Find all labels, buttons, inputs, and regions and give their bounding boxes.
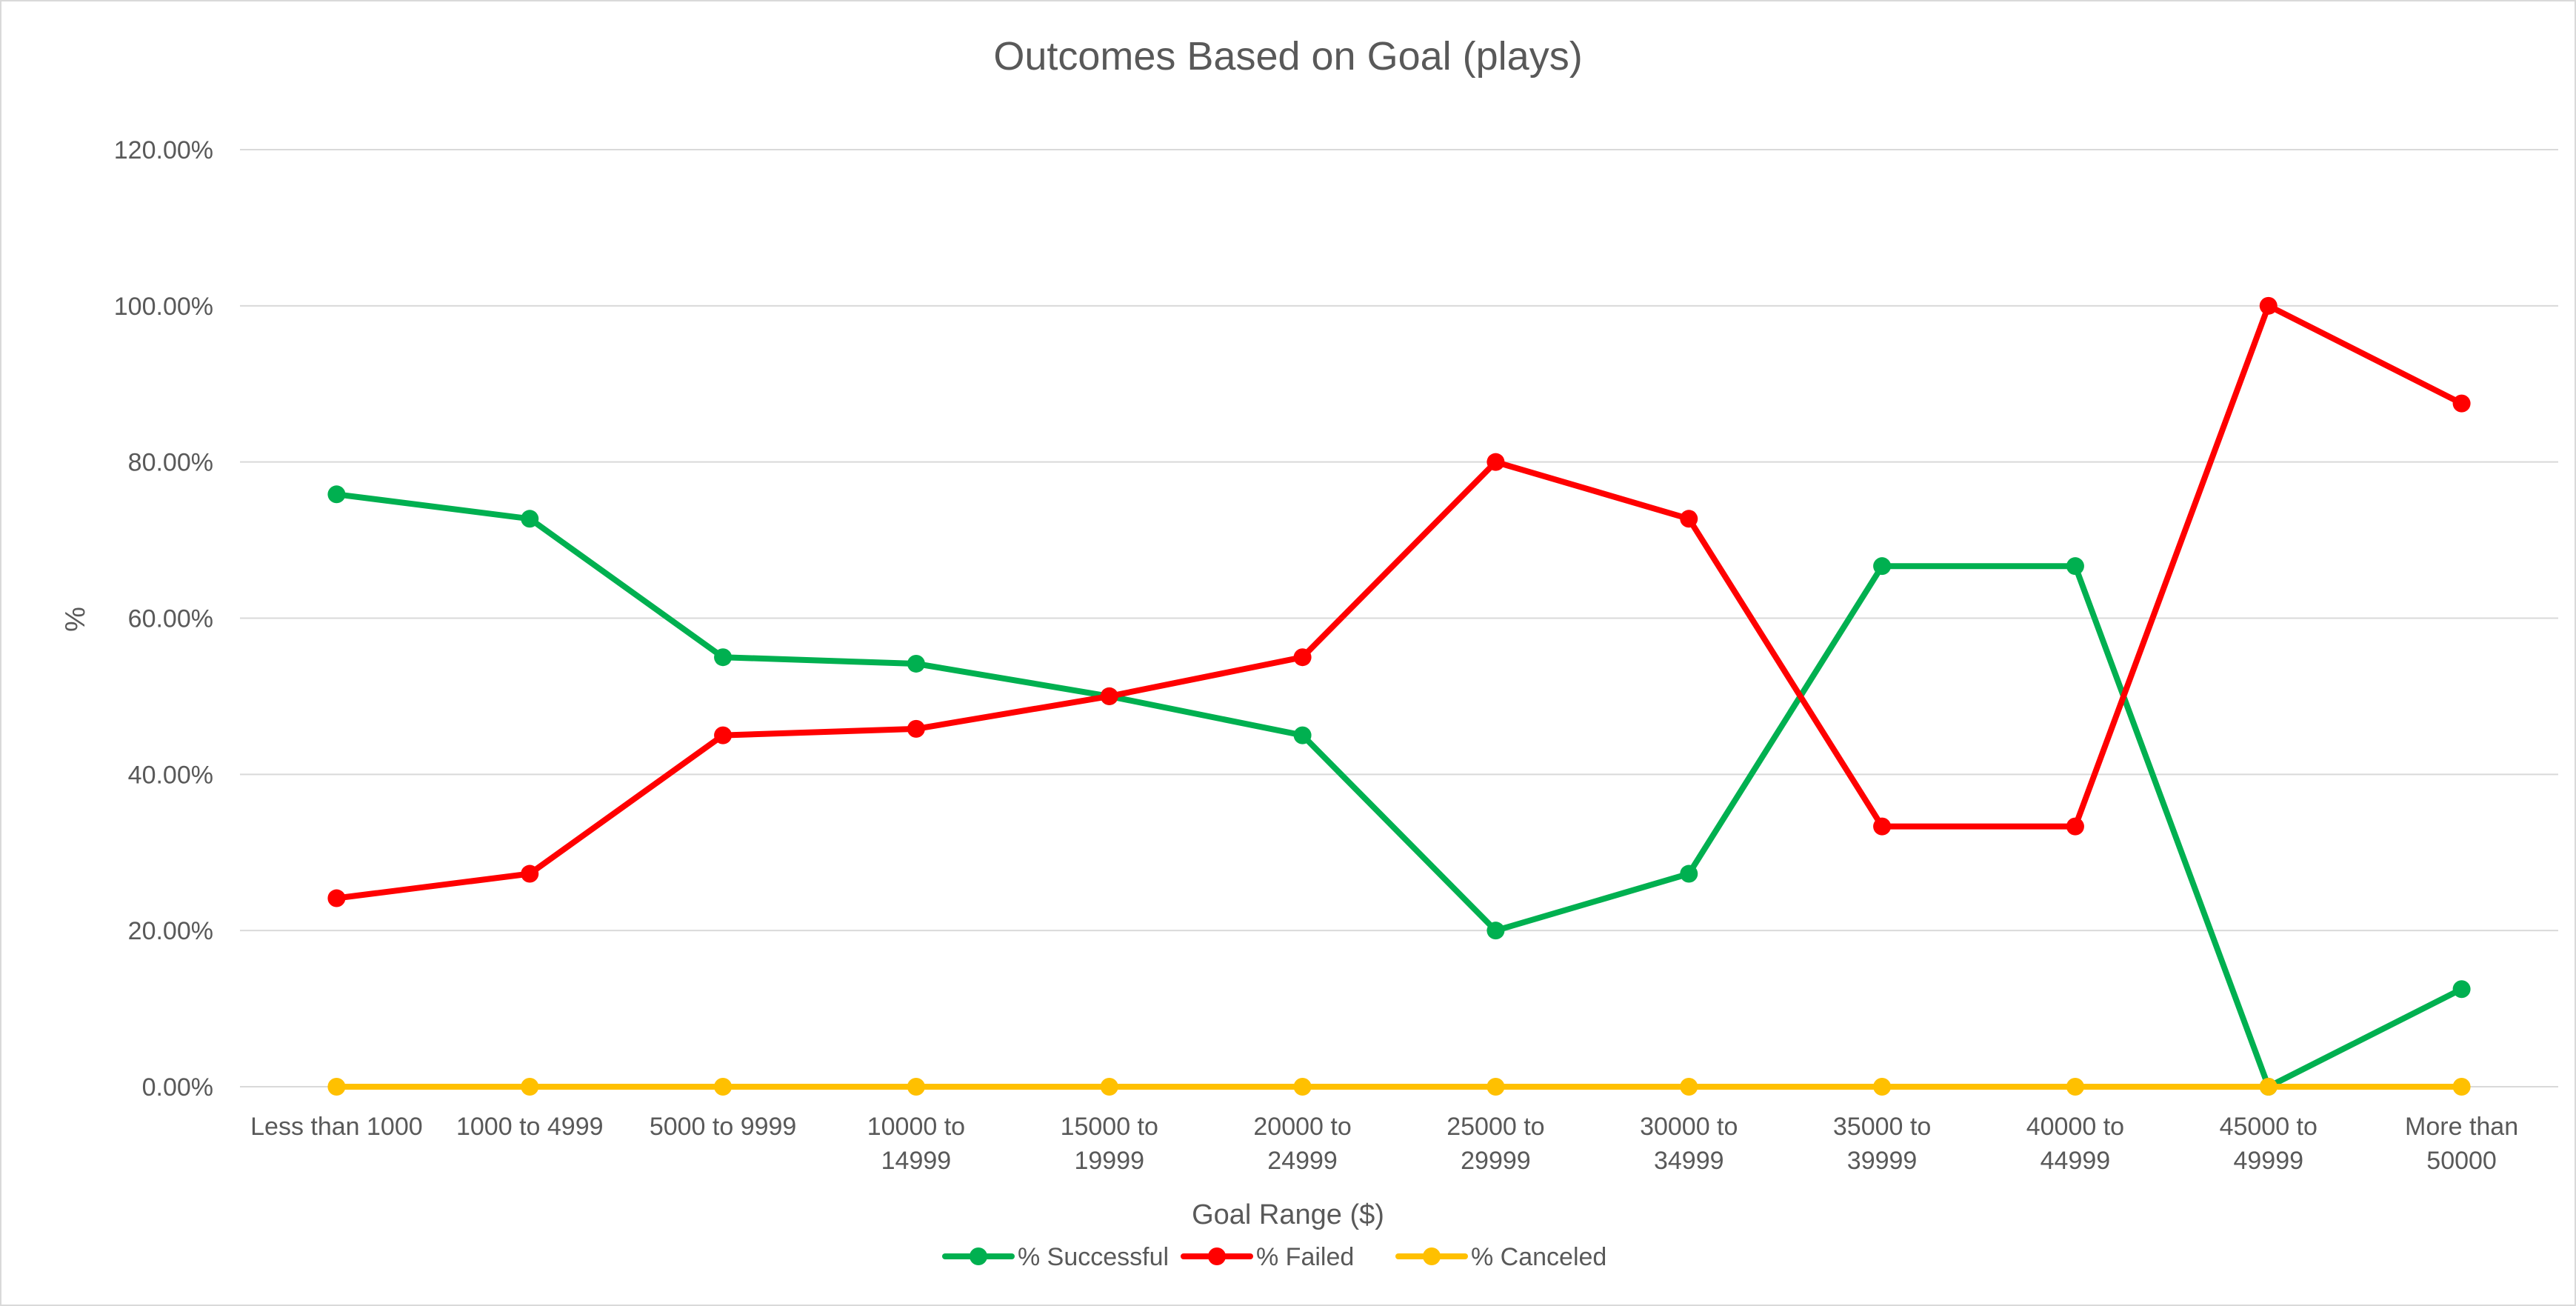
data-point-canceled [714, 1078, 733, 1096]
x-tick-label: 35000 to 39999 [1833, 1113, 1931, 1175]
y-tick-label: 120.00% [114, 136, 213, 164]
data-point-successful [327, 485, 346, 504]
data-point-failed [1293, 648, 1312, 667]
data-point-canceled [521, 1078, 539, 1096]
x-tick-label: 5000 to 9999 [650, 1113, 797, 1141]
data-point-canceled [2259, 1078, 2278, 1096]
legend-item-failed: % Failed [1181, 1243, 1354, 1271]
x-tick-label: 45000 to 49999 [2220, 1113, 2318, 1175]
data-point-failed [2259, 296, 2278, 315]
x-tick-label: More than 50000 [2405, 1113, 2518, 1175]
data-point-successful [2452, 980, 2471, 999]
gridlines [240, 149, 2558, 1087]
y-tick-label: 20.00% [128, 917, 213, 945]
legend-swatch-marker [970, 1247, 987, 1265]
x-axis-ticks: Less than 1000 1000 to 4999 5000 to 9999 10… [250, 1113, 2518, 1175]
data-point-canceled [1486, 1078, 1505, 1096]
x-tick-label: 20000 to 24999 [1253, 1113, 1351, 1175]
data-point-failed [2066, 817, 2084, 836]
y-tick-label: 40.00% [128, 761, 213, 789]
data-point-failed [714, 726, 733, 744]
series-successful [327, 485, 2471, 1096]
y-tick-label: 0.00% [142, 1073, 213, 1102]
x-tick-label: 40000 to 44999 [2026, 1113, 2124, 1175]
y-tick-label: 100.00% [114, 293, 213, 321]
data-point-failed [1680, 510, 1698, 528]
data-point-successful [2066, 557, 2084, 576]
data-point-failed [1486, 453, 1505, 471]
data-point-canceled [1873, 1078, 1892, 1096]
series-line-failed [333, 302, 2465, 902]
data-point-canceled [907, 1078, 925, 1096]
x-tick-label: 1000 to 4999 [456, 1113, 604, 1141]
data-point-failed [521, 864, 539, 883]
x-axis-title: Goal Range ($) [1192, 1199, 1384, 1230]
legend: % Successful % Failed % Canceled [942, 1243, 1606, 1271]
data-point-canceled [327, 1078, 346, 1096]
legend-swatch-marker [1423, 1247, 1441, 1265]
y-tick-label: 80.00% [128, 449, 213, 477]
series-failed [327, 296, 2471, 907]
data-point-canceled [1100, 1078, 1118, 1096]
x-tick-label: Less than 1000 [250, 1113, 423, 1141]
x-tick-label: 25000 to 29999 [1447, 1113, 1544, 1175]
data-point-successful [907, 654, 925, 673]
data-point-canceled [1680, 1078, 1698, 1096]
data-point-canceled [1293, 1078, 1312, 1096]
data-point-failed [327, 889, 346, 907]
x-tick-label: 10000 to 14999 [867, 1113, 965, 1175]
y-axis-ticks: 0.00% 20.00% 40.00% 60.00% 80.00% 100.00% 120.… [114, 136, 213, 1102]
x-tick-label: 30000 to 34999 [1640, 1113, 1738, 1175]
legend-label: % Canceled [1471, 1243, 1606, 1271]
legend-swatch-marker [1208, 1247, 1226, 1265]
x-tick-label: 15000 to 19999 [1061, 1113, 1158, 1175]
series-layer [327, 296, 2471, 1096]
data-point-successful [1680, 864, 1698, 883]
y-axis-title: % [60, 607, 91, 632]
data-point-failed [1873, 817, 1892, 836]
legend-item-successful: % Successful [942, 1243, 1169, 1271]
chart-title: Outcomes Based on Goal (plays) [993, 34, 1582, 79]
y-tick-label: 60.00% [128, 605, 213, 633]
data-point-failed [2452, 394, 2471, 413]
legend-item-canceled: % Canceled [1395, 1243, 1606, 1271]
data-point-successful [1293, 726, 1312, 744]
legend-label: % Failed [1256, 1243, 1354, 1271]
legend-label: % Successful [1018, 1243, 1169, 1271]
data-point-canceled [2066, 1078, 2084, 1096]
data-point-failed [907, 719, 925, 738]
data-point-successful [714, 648, 733, 667]
data-point-successful [521, 510, 539, 528]
series-canceled [327, 1078, 2471, 1096]
series-line-successful [333, 491, 2465, 1090]
data-point-canceled [2452, 1078, 2471, 1096]
data-point-failed [1100, 687, 1118, 705]
data-point-successful [1486, 922, 1505, 940]
data-point-successful [1873, 557, 1892, 576]
